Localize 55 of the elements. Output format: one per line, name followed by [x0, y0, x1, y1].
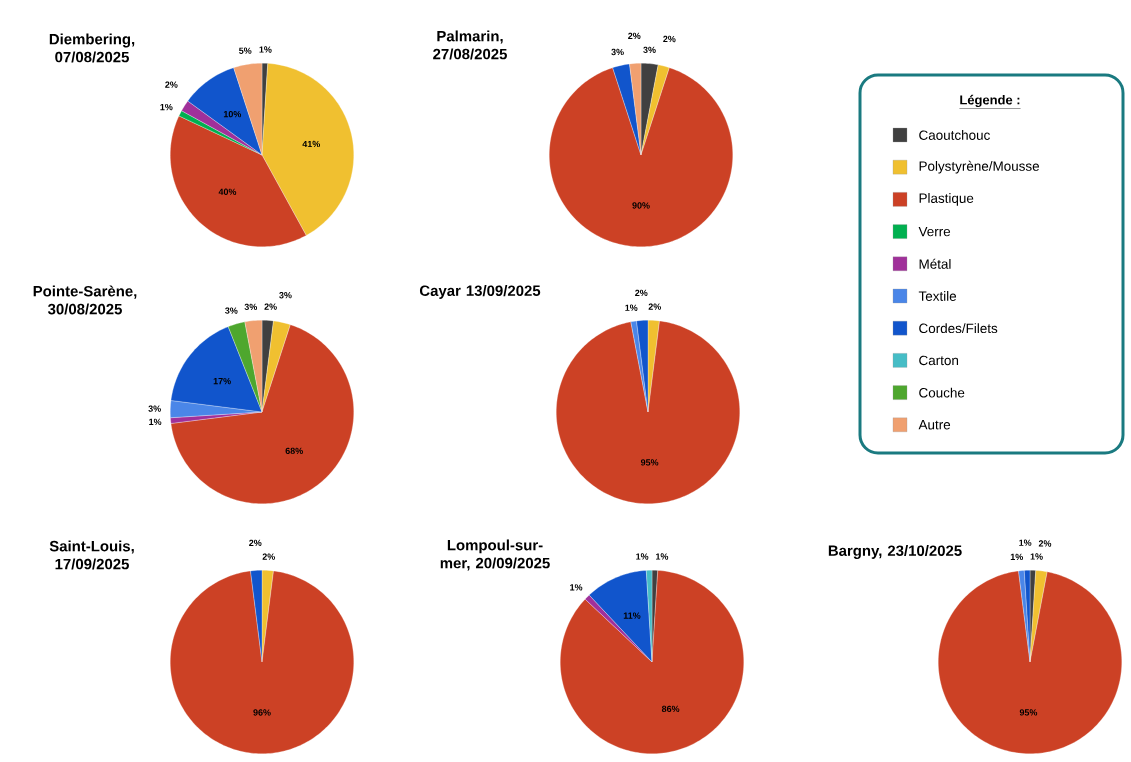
chart-title: Palmarin, 27/08/2025	[433, 30, 507, 60]
data-label: 95%	[1019, 709, 1038, 716]
data-label: 10%	[223, 110, 242, 118]
data-label: 1%	[636, 553, 649, 560]
data-label: 2%	[165, 81, 178, 88]
data-label: 3%	[611, 48, 624, 56]
chart-title: Bargny, 23/10/2025	[828, 544, 962, 559]
chart-title: Diembering, 07/08/2025	[49, 33, 135, 63]
data-label: 3%	[279, 292, 292, 299]
data-label: 40%	[218, 188, 237, 195]
data-label: 2%	[628, 32, 641, 40]
data-label: 1%	[656, 553, 669, 560]
legend-label: Plastique	[919, 193, 974, 206]
data-label: 95%	[640, 459, 659, 466]
data-label: 3%	[225, 307, 238, 314]
legend-label: Métal	[919, 258, 951, 269]
data-label: 2%	[648, 303, 661, 310]
legend-label: Textile	[918, 291, 957, 301]
data-label: 2%	[635, 289, 648, 297]
data-label: 2%	[663, 35, 676, 43]
data-label: 90%	[632, 202, 650, 209]
data-label: 3%	[643, 46, 656, 54]
data-label: 11%	[623, 612, 641, 619]
data-label: 2%	[262, 553, 275, 560]
legend-label: Caoutchouc	[919, 130, 990, 140]
data-label: 17%	[213, 377, 231, 385]
legend-label: Carton	[919, 355, 959, 366]
legend-title: Légende :	[960, 94, 1020, 108]
data-label: 1%	[625, 304, 638, 311]
data-label: 1%	[259, 46, 272, 53]
legend-label: Autre	[918, 420, 951, 430]
data-label: 2%	[264, 303, 277, 310]
legend-label: Verre	[918, 226, 951, 237]
data-label: 1%	[1010, 553, 1023, 561]
data-label: 1%	[149, 418, 162, 426]
data-label: 86%	[661, 705, 680, 713]
data-label: 41%	[302, 140, 321, 148]
data-label: 1%	[570, 584, 583, 591]
data-label: 5%	[239, 47, 252, 54]
data-label: 68%	[285, 447, 303, 455]
data-label: 2%	[1038, 540, 1052, 547]
data-label: 1%	[160, 103, 173, 111]
data-label: 3%	[244, 303, 258, 311]
legend-label: Polystyrène/Mousse	[919, 160, 1040, 174]
data-label: 2%	[249, 539, 262, 547]
data-label: 96%	[253, 709, 271, 716]
data-label: 1%	[1019, 539, 1032, 546]
chart-title: Lompoul-sur-mer, 20/09/2025	[440, 539, 550, 571]
legend-label: Cordes/Filets	[919, 323, 998, 334]
legend-label: Couche	[919, 387, 965, 398]
text: Saint-Louis, 17/09/2025	[49, 540, 134, 570]
chart-title: Pointe-Sarène, 30/08/2025	[33, 285, 137, 315]
data-label: 1%	[1030, 553, 1043, 560]
chart-title: Cayar 13/09/2025	[419, 285, 541, 299]
data-label: 3%	[148, 405, 161, 412]
